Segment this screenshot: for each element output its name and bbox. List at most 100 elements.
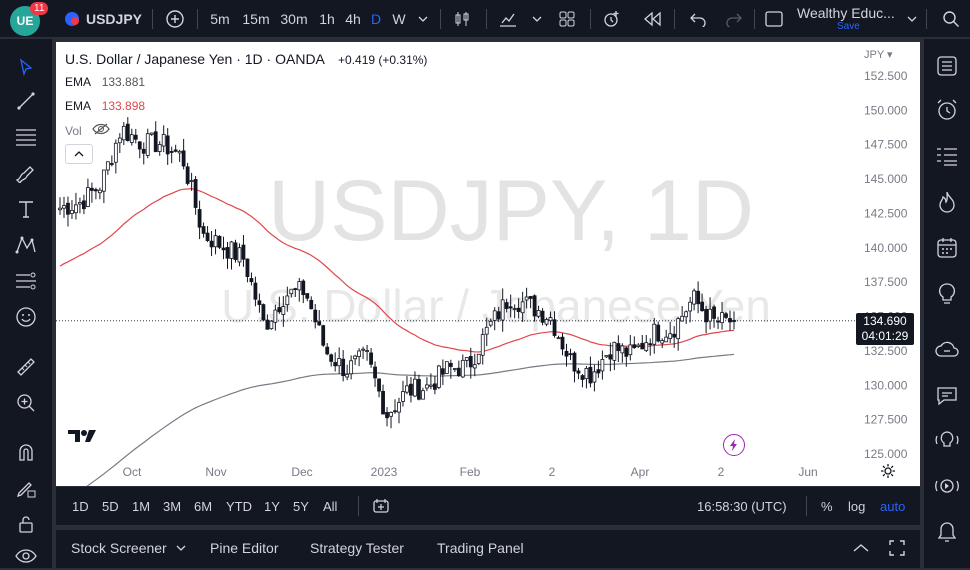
replay-icon[interactable] [640,0,664,38]
eye-hidden-icon[interactable] [91,123,110,138]
candle-body [381,390,385,415]
range-all[interactable]: All [323,498,338,514]
interval-4h[interactable]: 4h [345,11,361,27]
trend-line-icon[interactable] [12,87,40,115]
alarm-clock-icon[interactable] [932,95,962,125]
eye-icon[interactable] [12,542,40,570]
event-flash-icon[interactable] [723,434,745,456]
streams-icon[interactable] [932,335,962,365]
candle-body [460,359,465,378]
interval-w[interactable]: W [392,11,406,27]
maximize-panel-icon[interactable] [888,530,906,566]
search-icon[interactable] [938,0,964,38]
price-chart[interactable]: USDJPY, 1D U.S. Dollar / Japanese Yen 15… [56,42,920,486]
currency-selector[interactable]: JPY ▾ [864,49,893,61]
tab-strategy-tester[interactable]: Strategy Tester [310,540,404,556]
ema1-label: EMA [65,75,91,89]
candles-icon[interactable] [450,0,474,38]
fullscreen-box-icon[interactable] [762,0,786,38]
interval-1h[interactable]: 1h [319,11,335,27]
ruler-icon[interactable] [12,353,40,381]
redo-icon[interactable] [722,0,746,38]
data-window-icon[interactable] [932,141,962,171]
collapse-panel-icon[interactable] [852,530,870,566]
undo-icon[interactable] [686,0,710,38]
broadcast-play-icon[interactable] [932,471,962,501]
brush-icon[interactable] [12,159,40,187]
go-to-date-icon[interactable] [372,487,390,525]
candle-body [540,310,545,323]
chevron-down-icon[interactable] [176,530,186,566]
ema-legend-2[interactable]: EMA 133.898 [65,99,145,113]
watermark-symbol: USDJPY, 1D [268,163,754,259]
range-5y[interactable]: 5Y [293,498,309,514]
collapse-legend-button[interactable] [65,144,93,164]
utc-clock[interactable]: 16:58:30 (UTC) [697,498,787,514]
text-tool-icon[interactable] [12,195,40,223]
zoom-in-icon[interactable] [12,389,40,417]
range-1m[interactable]: 1M [132,498,151,514]
chevron-down-icon[interactable] [416,0,430,38]
bottom-panel-tabs: Stock Screener Pine Editor Strategy Test… [56,530,920,568]
fib-levels-icon[interactable] [12,123,40,151]
currency-label: JPY [864,49,884,61]
candle-body [365,350,369,352]
candle-body [105,161,110,171]
notifications-bell-icon[interactable] [932,517,962,547]
interval-d[interactable]: D [370,11,382,27]
tab-stock-screener[interactable]: Stock Screener [71,540,167,556]
chevron-down-icon[interactable] [904,0,920,38]
interval-15m[interactable]: 15m [242,11,270,27]
auto-toggle[interactable]: auto [880,498,906,514]
range-3m[interactable]: 3M [163,498,182,514]
log-toggle[interactable]: log [848,498,866,514]
chart-legend-title[interactable]: U.S. Dollar / Japanese Yen · 1D · OANDA … [65,51,427,67]
idea-stream-icon[interactable] [932,425,962,455]
range-1y[interactable]: 1Y [264,498,280,514]
candle-body [556,337,561,340]
cursor-icon[interactable] [12,53,40,81]
tab-trading-panel[interactable]: Trading Panel [437,540,524,556]
candle-body [241,244,246,260]
alert-clock-icon[interactable] [600,0,624,38]
emoji-icon[interactable] [12,303,40,331]
x-tick-label: Apr [631,465,650,479]
chart-settings-gear-icon[interactable] [880,463,896,484]
symbol-search[interactable]: USDJPY [85,11,143,27]
candle-body [468,356,473,368]
candle-body [488,320,493,326]
chevron-down-icon[interactable] [530,0,544,38]
pattern-icon[interactable] [12,231,40,259]
interval-5m[interactable]: 5m [210,11,230,27]
layout-grid-icon[interactable] [555,0,579,38]
range-5d[interactable]: 5D [102,498,119,514]
compare-add-icon[interactable] [163,0,187,38]
ema-legend-1[interactable]: EMA 133.881 [65,75,145,89]
draw-lock-icon[interactable] [12,474,40,502]
indicators-icon[interactable] [496,0,520,38]
layout-name[interactable]: Wealthy Educ... Save [797,0,902,38]
candle-body [401,391,405,402]
ideas-bulb-icon[interactable] [932,279,962,309]
magnet-icon[interactable] [12,438,40,466]
percent-toggle[interactable]: % [821,498,833,514]
save-label[interactable]: Save [837,21,860,32]
chart-pane[interactable]: USDJPY, 1D U.S. Dollar / Japanese Yen 15… [56,42,920,486]
chat-icon[interactable] [932,381,962,411]
interval-30m[interactable]: 30m [280,11,308,27]
candle-body [552,319,557,336]
volume-legend[interactable]: Vol [65,123,110,138]
forecast-icon[interactable] [12,267,40,295]
range-6m[interactable]: 6M [194,498,213,514]
calendar-icon[interactable] [932,233,962,263]
hotlist-fire-icon[interactable] [932,187,962,217]
range-1d[interactable]: 1D [72,498,89,514]
candle-body [293,288,298,290]
range-ytd[interactable]: YTD [226,498,252,514]
watchlist-icon[interactable] [932,51,962,81]
candle-body [648,343,653,346]
tradingview-watermark-logo[interactable] [67,428,99,449]
lock-icon[interactable] [12,510,40,538]
candle-body [580,375,585,380]
tab-pine-editor[interactable]: Pine Editor [210,540,279,556]
